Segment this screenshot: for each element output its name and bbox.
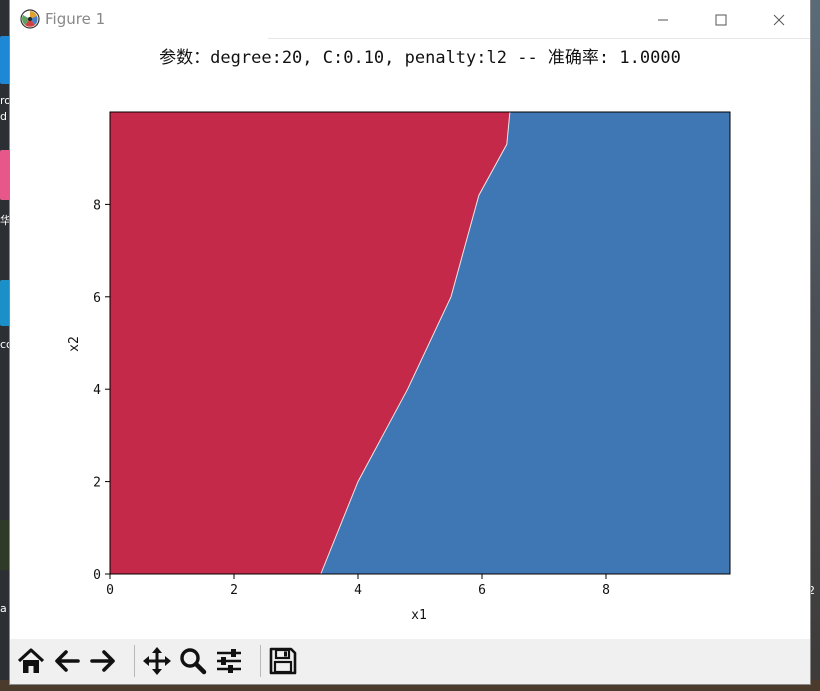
y-tick-label: 8 [93,198,101,213]
window-title: Figure 1 [45,10,106,28]
magnifier-icon [180,648,207,675]
desktop-label: d [0,110,7,123]
plot-title: 参数：degree:20, C:0.10, penalty:l2 -- 准确率:… [159,48,681,68]
app-shortcut-icon[interactable] [0,280,12,326]
close-icon [773,14,785,25]
axes-frame [109,111,731,575]
toolbar-separator [134,645,135,677]
y-tick-label: 2 [93,476,101,491]
home-button[interactable] [14,643,48,679]
maximize-icon [715,14,727,25]
floppy-disk-icon [269,647,297,675]
arrow-left-icon [55,650,80,672]
matplotlib-logo-icon [20,9,40,29]
minimize-button[interactable] [640,0,686,39]
y-axis-label: x2 [67,336,82,352]
minimize-icon [658,19,668,20]
decision-boundary-plot[interactable]: 0 2 4 6 8 0 2 4 6 8 x1 x2 [10,39,810,639]
x-tick-label: 8 [602,583,610,598]
y-tick-label: 6 [93,291,101,306]
edge-shortcut-icon[interactable] [0,36,12,84]
toolbar-separator [260,645,261,677]
x-tick-label: 6 [478,583,486,598]
sliders-icon [217,649,241,673]
x-axis-label: x1 [411,608,427,623]
title-bar[interactable]: Figure 1 [10,0,810,39]
x-tick-label: 2 [230,583,238,598]
class-1-region [320,112,730,574]
close-button[interactable] [756,0,802,39]
x-tick-label: 0 [106,583,114,598]
desktop-label: a [0,602,7,615]
back-button[interactable] [50,643,84,679]
desktop-label: 华 [0,214,11,227]
move-icon [143,647,171,675]
figure-window: Figure 1 参数：degree:20, C:0.10, penalty:l… [10,0,810,684]
y-tick-label: 4 [93,383,101,398]
title-divider [268,38,810,39]
desktop-label: ro [0,94,12,107]
desktop-bottom-strip [0,680,820,691]
decision-boundary-line [320,111,511,575]
desktop-label: co [0,338,12,351]
class-0-region [110,112,510,574]
app-shortcut-icon[interactable] [0,520,12,570]
navigation-toolbar [10,639,810,684]
x-tick-label: 4 [354,583,362,598]
plot-ticks: 0 2 4 6 8 0 2 4 6 8 [93,198,610,598]
desktop-label: 2 [808,584,815,597]
save-button[interactable] [266,643,300,679]
zoom-button[interactable] [176,643,210,679]
configure-subplots-button[interactable] [212,643,246,679]
app-shortcut-icon[interactable] [0,150,12,200]
pan-button[interactable] [140,643,174,679]
arrow-right-icon [90,650,115,672]
plot-regions [109,111,731,575]
y-tick-label: 0 [93,568,101,583]
home-icon [17,648,45,673]
forward-button[interactable] [86,643,120,679]
maximize-button[interactable] [698,0,744,39]
